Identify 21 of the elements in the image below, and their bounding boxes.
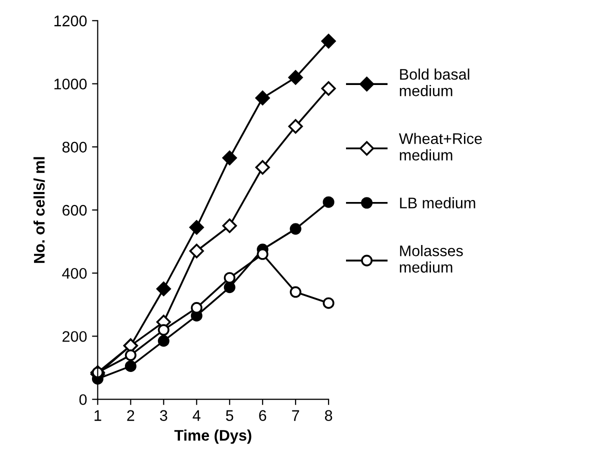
x-tick-label: 7 bbox=[292, 410, 300, 421]
x-tick-label: 3 bbox=[160, 410, 168, 421]
legend-label: LB medium bbox=[400, 197, 476, 208]
y-tick-label: 200 bbox=[62, 331, 87, 342]
legend-label: Wheat+Rice medium bbox=[398, 132, 482, 161]
y-tick-label: 600 bbox=[62, 204, 87, 216]
y-tick-label: 1000 bbox=[54, 78, 87, 90]
x-tick-label: 5 bbox=[226, 410, 234, 421]
y-tick-label: 1200 bbox=[54, 16, 87, 26]
legend-label: Molasses medium bbox=[400, 245, 463, 273]
x-tick-label: 6 bbox=[259, 410, 266, 421]
x-tick-label: 4 bbox=[192, 410, 200, 421]
x-tick-label: 8 bbox=[324, 410, 332, 421]
y-tick-label: 800 bbox=[62, 142, 87, 153]
x-axis-title: Time (Dys) bbox=[174, 430, 252, 444]
x-tick-label: 2 bbox=[127, 410, 134, 421]
y-axis-title: No. of cells/ ml bbox=[33, 157, 45, 263]
y-tick-label: 400 bbox=[62, 268, 87, 279]
legend-label: Bold basal medium bbox=[400, 68, 470, 96]
x-tick-label: 1 bbox=[94, 410, 102, 421]
y-tick-label: 0 bbox=[79, 394, 87, 406]
